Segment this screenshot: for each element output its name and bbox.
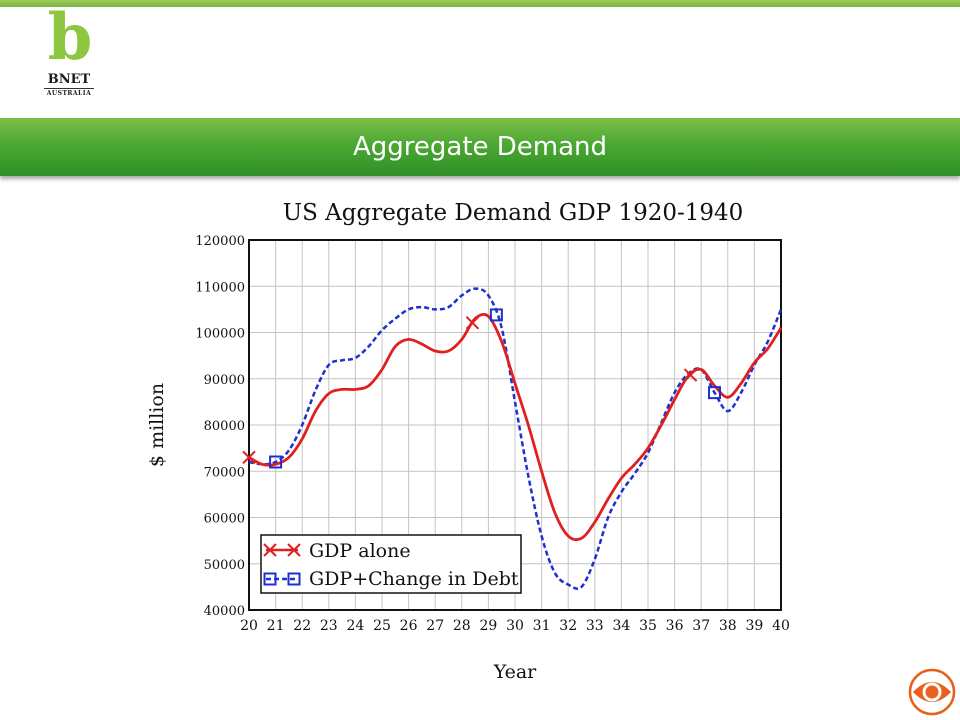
x-tick-label: 20 <box>240 618 258 634</box>
title-banner: Aggregate Demand <box>0 118 960 176</box>
legend-marker-x <box>263 543 277 557</box>
x-tick-label: 22 <box>293 618 311 634</box>
y-tick-label: 80000 <box>204 419 245 434</box>
x-tick-label: 35 <box>639 618 657 634</box>
x-tick-label: 37 <box>692 618 710 634</box>
marker-stroke <box>465 316 480 330</box>
cbs-eye-icon <box>908 668 956 716</box>
legend-marker-square <box>287 572 301 586</box>
legend-sample-gdp-debt <box>263 572 301 586</box>
x-tick-label: 29 <box>479 618 497 634</box>
y-tick-label: 100000 <box>195 327 245 342</box>
chart-title: US Aggregate Demand GDP 1920-1940 <box>283 200 744 226</box>
bnet-logo: b BNET AUSTRALIA <box>38 6 100 97</box>
logo-divider <box>44 88 94 89</box>
series-marker-square <box>708 386 721 400</box>
marker-stroke <box>683 368 698 382</box>
marker-group <box>242 308 721 469</box>
legend-box <box>260 534 522 594</box>
x-tick-label: 24 <box>346 618 364 634</box>
x-tick-label: 36 <box>666 618 684 634</box>
y-tick-label: 120000 <box>195 234 245 249</box>
y-tick-label: 90000 <box>204 373 245 388</box>
top-accent-stripe <box>0 0 960 7</box>
x-axis-ticks: 20 21 22 23 24 25 26 27 28 29 30 31 32 33 34 35 36 37 38 39… <box>240 618 790 634</box>
x-tick-label: 27 <box>426 618 444 634</box>
series-marker-square <box>269 455 283 469</box>
logo-letter: b <box>47 0 93 75</box>
x-tick-label: 39 <box>745 618 763 634</box>
series-marker-x <box>683 368 698 382</box>
x-tick-label: 32 <box>559 618 577 634</box>
x-tick-label: 30 <box>506 618 524 634</box>
logo-name: BNET <box>47 72 91 87</box>
x-tick-label: 25 <box>373 618 391 634</box>
y-tick-label: 70000 <box>204 465 245 480</box>
series-marker-square <box>489 308 503 322</box>
y-axis-label: $ million <box>146 383 168 467</box>
x-tick-label: 21 <box>267 618 285 634</box>
y-axis-ticks: 40000 50000 60000 70000 80000 90000 100000 1100… <box>195 234 245 619</box>
y-tick-label: 60000 <box>204 512 245 527</box>
y-tick-label: 110000 <box>195 280 245 295</box>
series-marker-x <box>465 316 480 330</box>
legend: GDP alone GDP+Change in Debt <box>260 534 522 594</box>
marker-stroke <box>287 543 301 557</box>
plot-area-frame <box>248 239 782 611</box>
x-tick-label: 31 <box>533 618 551 634</box>
x-tick-label: 38 <box>719 618 737 634</box>
y-tick-label: 40000 <box>204 604 245 619</box>
y-tick-label: 50000 <box>204 558 245 573</box>
x-tick-label: 23 <box>320 618 338 634</box>
marker-stroke <box>263 543 277 557</box>
x-tick-label: 34 <box>612 618 630 634</box>
legend-marker-x <box>287 543 301 557</box>
series-marker-x <box>242 450 256 465</box>
x-tick-label: 26 <box>400 618 418 634</box>
slide-title: Aggregate Demand <box>352 132 608 162</box>
logo-subtitle: AUSTRALIA <box>46 90 92 97</box>
x-axis-label: Year <box>493 661 537 683</box>
x-tick-label: 33 <box>586 618 604 634</box>
legend-label-gdp-alone: GDP alone <box>309 540 411 562</box>
legend-label-gdp-debt: GDP+Change in Debt <box>309 568 519 590</box>
x-tick-label: 40 <box>772 618 790 634</box>
marker-stroke <box>242 450 256 465</box>
legend-marker-square <box>263 572 277 586</box>
x-tick-label: 28 <box>453 618 471 634</box>
legend-sample-gdp-alone <box>263 543 301 557</box>
